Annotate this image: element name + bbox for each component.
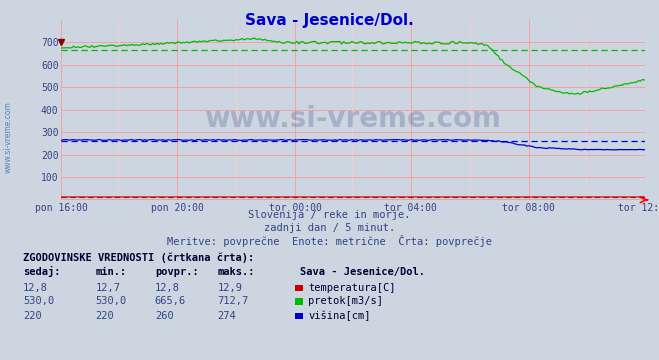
Text: Meritve: povprečne  Enote: metrične  Črta: povprečje: Meritve: povprečne Enote: metrične Črta:… [167, 235, 492, 247]
Text: maks.:: maks.: [217, 267, 255, 278]
Text: 12,8: 12,8 [155, 283, 180, 293]
Text: sedaj:: sedaj: [23, 266, 61, 278]
Text: Sava - Jesenice/Dol.: Sava - Jesenice/Dol. [245, 13, 414, 28]
Text: 274: 274 [217, 311, 236, 321]
Text: 260: 260 [155, 311, 173, 321]
Text: 665,6: 665,6 [155, 296, 186, 306]
Text: Slovenija / reke in morje.: Slovenija / reke in morje. [248, 210, 411, 220]
Text: 530,0: 530,0 [96, 296, 127, 306]
Text: min.:: min.: [96, 267, 127, 278]
Text: 530,0: 530,0 [23, 296, 54, 306]
Text: www.si-vreme.com: www.si-vreme.com [4, 101, 13, 173]
Text: pretok[m3/s]: pretok[m3/s] [308, 296, 384, 306]
Text: Sava - Jesenice/Dol.: Sava - Jesenice/Dol. [300, 267, 425, 278]
Text: temperatura[C]: temperatura[C] [308, 283, 396, 293]
Text: 220: 220 [23, 311, 42, 321]
Text: 12,8: 12,8 [23, 283, 48, 293]
Text: ZGODOVINSKE VREDNOSTI (črtkana črta):: ZGODOVINSKE VREDNOSTI (črtkana črta): [23, 252, 254, 263]
Text: 12,7: 12,7 [96, 283, 121, 293]
Text: 220: 220 [96, 311, 114, 321]
Text: 712,7: 712,7 [217, 296, 248, 306]
Text: www.si-vreme.com: www.si-vreme.com [204, 105, 501, 133]
Text: 12,9: 12,9 [217, 283, 243, 293]
Text: povpr.:: povpr.: [155, 267, 198, 278]
Text: zadnji dan / 5 minut.: zadnji dan / 5 minut. [264, 223, 395, 233]
Text: višina[cm]: višina[cm] [308, 310, 371, 321]
